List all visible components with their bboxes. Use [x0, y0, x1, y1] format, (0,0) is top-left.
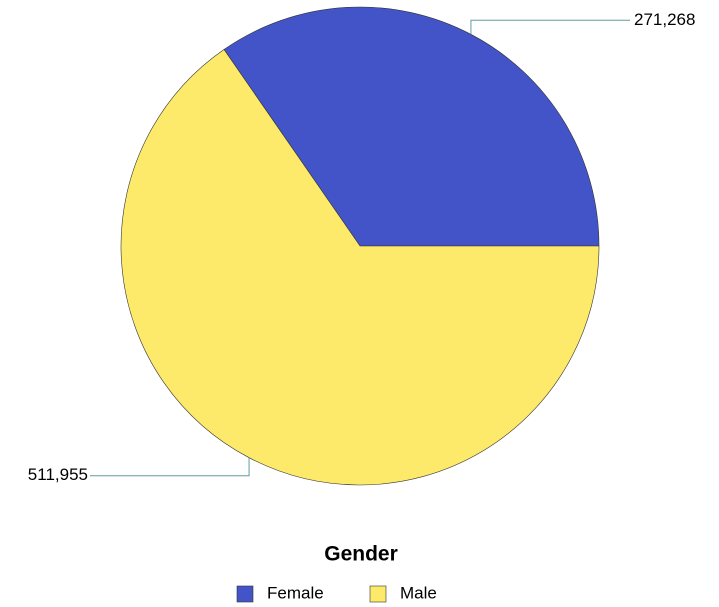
pie-slice	[120, 49, 600, 486]
leader-line	[470, 19, 630, 35]
legend-label: Male	[400, 583, 437, 602]
legend-label: Female	[267, 583, 324, 602]
pie-slice	[223, 6, 600, 247]
legend-title: Gender	[324, 543, 398, 566]
legend-swatch	[236, 585, 254, 603]
legend-swatch	[369, 585, 387, 603]
leader-line	[90, 457, 250, 477]
data-label: 271,268	[634, 10, 695, 29]
data-label: 511,955	[28, 465, 88, 484]
